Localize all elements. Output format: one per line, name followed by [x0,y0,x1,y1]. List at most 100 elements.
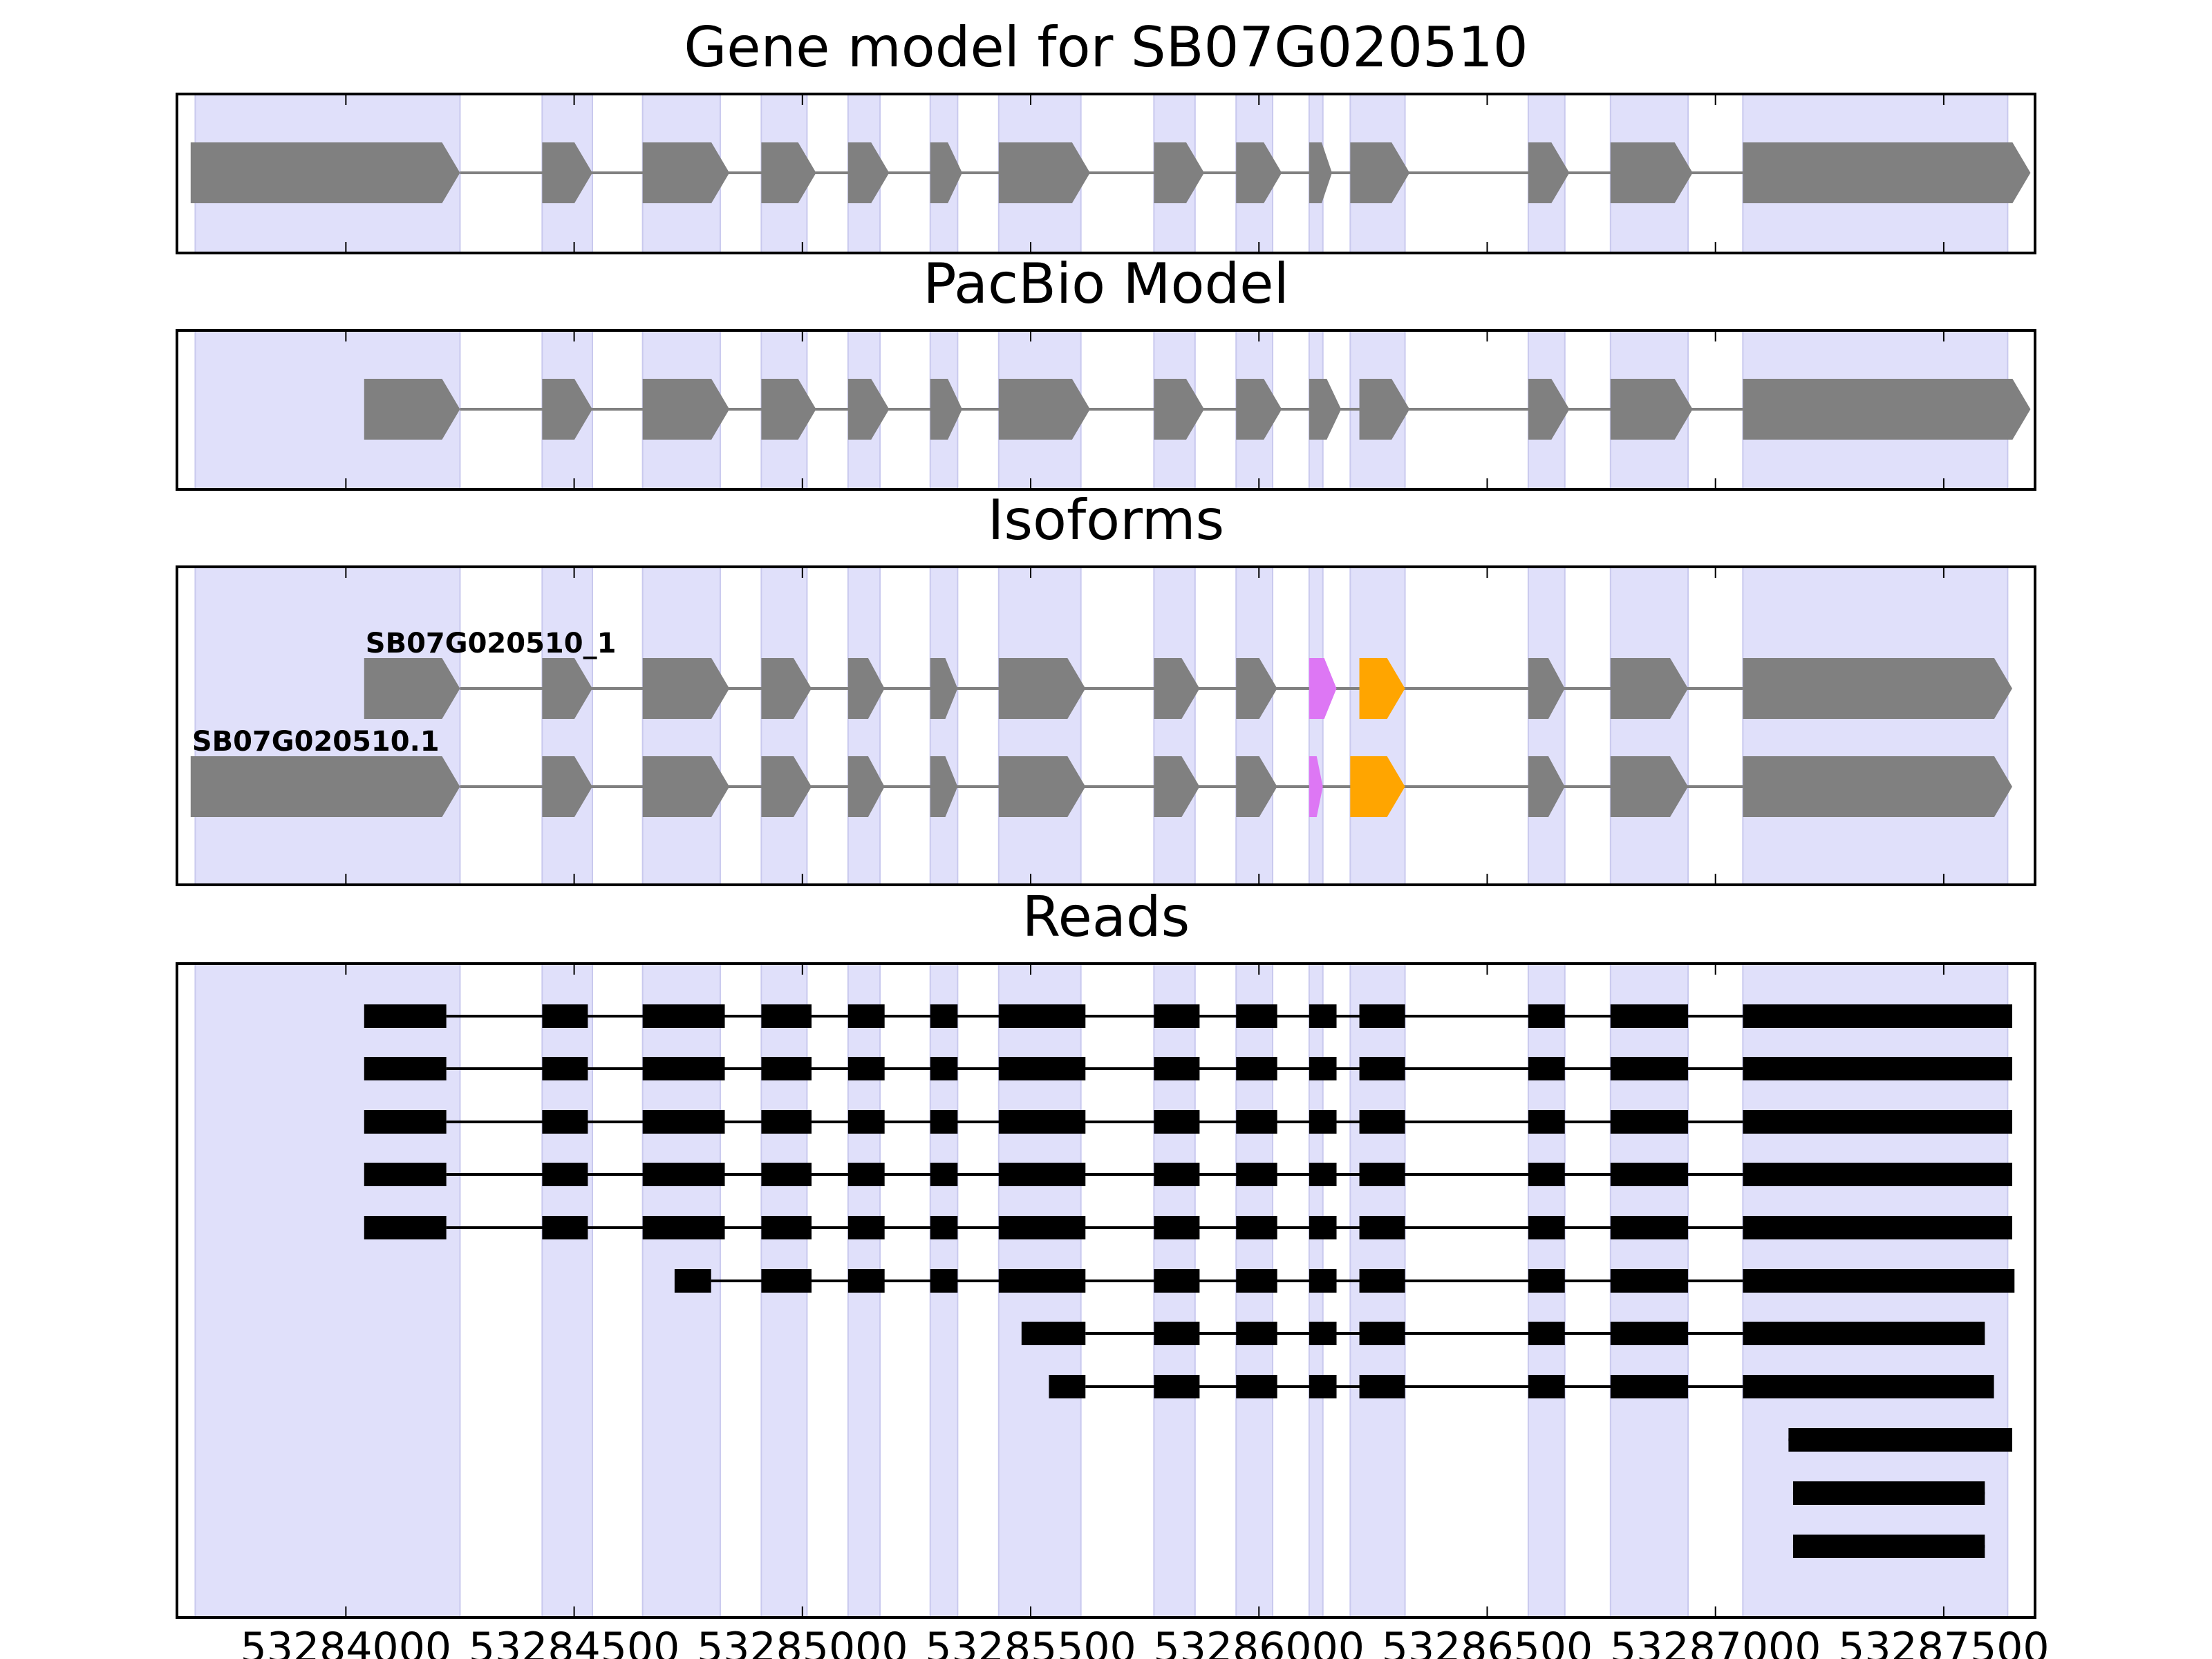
highlighted-exon-arrow [1350,756,1405,817]
exon-arrow [930,756,958,817]
read-exon-block [1528,1216,1565,1239]
axes-frame [176,93,2036,254]
read-exon-block [1154,1004,1200,1028]
read-exon-block [1154,1269,1200,1293]
read-exon-block [1236,1057,1277,1080]
x-tick-label: 53284500 [469,1624,679,1659]
read-exon-block [1743,1110,2012,1134]
axes-frame [176,329,2036,491]
highlighted-exon-arrow [1309,756,1323,817]
read-exon-block [364,1216,447,1239]
read-exon-block [1743,1004,2012,1028]
read-exon-block [642,1110,725,1134]
read-exon-block [1236,1216,1277,1239]
x-tick-label: 53285500 [925,1624,1136,1659]
read-exon-block [1359,1110,1405,1134]
read-exon-block [1309,1322,1337,1345]
read-exon-block [1610,1057,1689,1080]
read-exon-block [761,1110,812,1134]
exon-arrow [847,658,885,719]
exon-shade-region [1742,566,2009,885]
exon-arrow [998,658,1086,719]
exon-arrow [1236,142,1282,203]
read-exon-block [364,1057,447,1080]
read-exon-block [1309,1269,1337,1293]
exon-arrow [1309,379,1342,440]
panel-title: Gene model for SB07G020510 [684,15,1528,79]
exon-arrow [1154,142,1204,203]
text-layer: Gene model for SB07G020510 PacBio Model SB… [192,15,2050,1659]
read-exon-block [847,1163,885,1186]
read-exon-block [1743,1375,1994,1398]
exon-shade-region [194,566,461,885]
exon-arrow [761,379,816,440]
read-exon-block [542,1057,588,1080]
exon-arrow [642,142,730,203]
read-exon-block [1528,1322,1565,1345]
exon-arrow [1610,379,1693,440]
x-tick-label: 53287500 [1838,1624,2049,1659]
read-exon-block [1528,1375,1565,1398]
read-exon-block [1528,1269,1565,1293]
read-exon-block [930,1269,958,1293]
exon-arrow [998,142,1090,203]
exon-arrow [1528,379,1570,440]
exon-arrow [1236,756,1277,817]
read-exon-block [1309,1375,1337,1398]
read-exon-block [930,1163,958,1186]
read-exon-block [761,1004,812,1028]
exon-arrow [761,658,812,719]
read-exon-block [1309,1057,1337,1080]
exon-arrow [930,379,962,440]
read-exon-block [1309,1163,1337,1186]
read-exon-block [1154,1322,1200,1345]
read-exon-block [930,1057,958,1080]
read-exon-block [1610,1375,1689,1398]
panel-title: PacBio Model [923,252,1288,316]
axes-frame [176,565,2036,886]
exon-arrow [998,756,1086,817]
read-exon-block [1743,1322,1985,1345]
read-exon-block [998,1216,1086,1239]
read-exon-block [930,1110,958,1134]
read-exon-block [998,1269,1086,1293]
exon-shade-region [1609,566,1689,885]
read-exon-block [1528,1163,1565,1186]
read-exon-block [998,1110,1086,1134]
read-exon-block [1359,1375,1405,1398]
read-exon-block [542,1216,588,1239]
read-exon-block [1359,1004,1405,1028]
x-tick-label: 53286000 [1154,1624,1365,1659]
exon-arrow [1528,658,1565,719]
exon-arrow [1528,756,1565,817]
read-exon-block [364,1004,447,1028]
exon-shade-region [1153,566,1196,885]
isoform-label: SB07G020510_1 [366,628,617,659]
read-exon-block [930,1216,958,1239]
read-exon-block [674,1269,711,1293]
exon-arrow [1743,658,2012,719]
track-layer [190,142,2031,1558]
read-exon-block [1610,1269,1689,1293]
read-exon-block [1743,1057,2012,1080]
exon-arrow [930,142,962,203]
exon-arrow [364,658,460,719]
exon-arrow [1528,142,1570,203]
exon-shade-region [997,566,1082,885]
read-exon-block [1236,1004,1277,1028]
read-exon-block [1236,1322,1277,1345]
read-exon-block [1359,1322,1405,1345]
exon-shade-region [1308,566,1324,885]
exon-arrow [930,658,958,719]
read-exon-block [1236,1163,1277,1186]
exon-shade-region [1235,566,1274,885]
read-exon-block [1154,1163,1200,1186]
read-exon-block [1528,1057,1565,1080]
read-exon-block [642,1004,725,1028]
read-exon-block [542,1163,588,1186]
read-exon-block [847,1216,885,1239]
exon-arrow [1610,756,1689,817]
read-exon-block [1792,1481,1985,1505]
exon-arrow [1743,142,2031,203]
read-exon-block [1049,1375,1086,1398]
